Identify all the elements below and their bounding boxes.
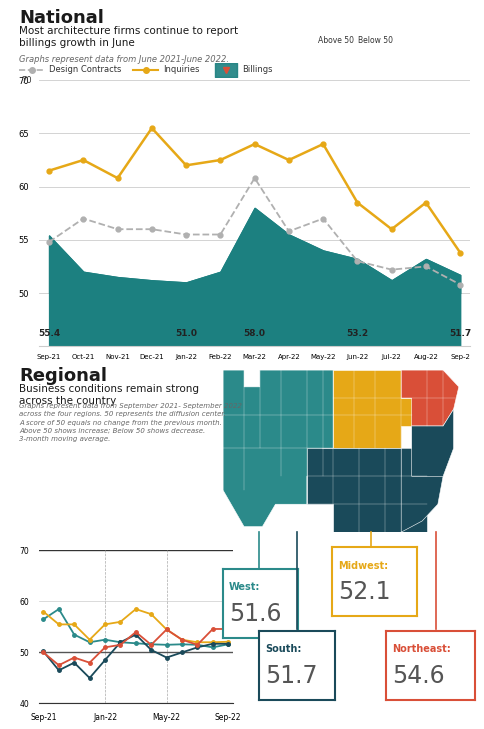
Polygon shape [400,370,458,426]
Text: Business conditions remain strong
across the country: Business conditions remain strong across… [19,384,199,406]
Text: 👍: 👍 [331,10,340,25]
Text: 53.2: 53.2 [346,329,368,338]
Text: 55.4: 55.4 [38,329,60,338]
Text: 52.1: 52.1 [337,580,390,604]
Text: Above 50: Above 50 [318,36,353,45]
Text: 54.6: 54.6 [391,664,443,688]
Text: South:: South: [265,644,301,655]
Text: West:: West: [228,582,260,593]
Text: 51.7: 51.7 [265,664,318,688]
Text: National: National [19,9,104,27]
Polygon shape [223,370,333,526]
Text: Design Contracts: Design Contracts [49,66,121,74]
Polygon shape [306,448,426,532]
Text: Most architecture firms continue to report
billings growth in June: Most architecture firms continue to repo… [19,26,238,48]
Text: 58.0: 58.0 [243,329,265,338]
Text: 51.0: 51.0 [175,329,197,338]
Polygon shape [400,448,442,532]
Text: 70: 70 [21,76,32,85]
Text: Below 50: Below 50 [358,36,393,45]
Text: Graphs represent data from June 2021-June 2022.: Graphs represent data from June 2021-Jun… [19,55,229,64]
Text: 👎: 👎 [370,10,379,25]
Text: No change
from
previous
period: No change from previous period [421,6,451,29]
Text: Billings: Billings [242,66,272,74]
Text: Regional: Regional [19,367,107,385]
Text: Graphs represent data from September 2021- September 2022
across the four region: Graphs represent data from September 202… [19,403,242,442]
Polygon shape [333,370,411,448]
Polygon shape [411,409,453,476]
Text: Inquiries: Inquiries [163,66,199,74]
Text: Midwest:: Midwest: [337,561,388,571]
Text: 51.6: 51.6 [228,602,281,626]
Text: 51.7: 51.7 [448,329,470,338]
Text: Northeast:: Northeast: [391,644,450,655]
